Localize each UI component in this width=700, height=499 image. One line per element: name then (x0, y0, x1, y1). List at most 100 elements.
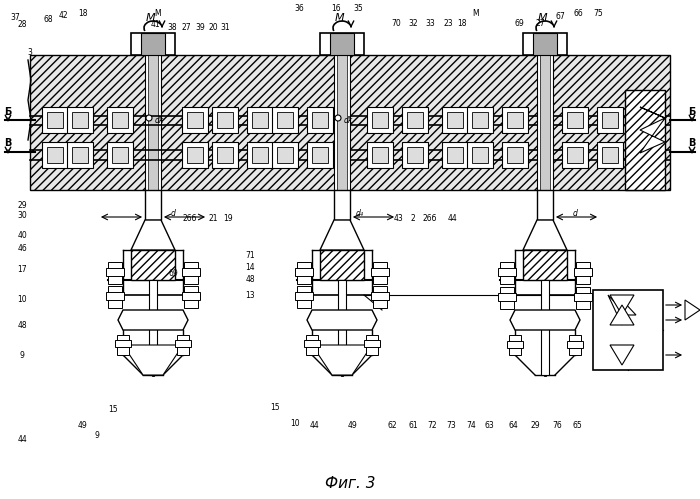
Polygon shape (510, 310, 580, 330)
Polygon shape (610, 295, 634, 315)
Bar (297, 274, 311, 284)
Bar (307, 107, 333, 133)
Bar (177, 335, 189, 344)
Text: Б: Б (4, 107, 12, 117)
Bar (297, 286, 311, 296)
Text: 30: 30 (17, 211, 27, 220)
Bar (217, 112, 233, 128)
Text: 71: 71 (245, 250, 255, 259)
Text: 43: 43 (393, 214, 403, 223)
Bar (184, 262, 198, 272)
Bar (402, 107, 428, 133)
Bar (507, 341, 523, 348)
Bar (507, 112, 523, 128)
Bar (272, 107, 298, 133)
Bar (295, 268, 313, 276)
Bar (320, 33, 364, 55)
Polygon shape (685, 300, 700, 320)
Bar (523, 33, 567, 55)
Text: 27: 27 (181, 22, 191, 31)
Bar (295, 292, 313, 300)
Polygon shape (131, 220, 175, 250)
Text: 65: 65 (572, 421, 582, 430)
Text: 72: 72 (427, 421, 437, 430)
Bar (304, 340, 320, 347)
Bar (337, 55, 347, 190)
Bar (217, 147, 233, 163)
Text: 48: 48 (18, 320, 27, 329)
Text: 28: 28 (18, 19, 27, 28)
Text: 67: 67 (555, 11, 565, 20)
Bar (252, 112, 268, 128)
Text: 32: 32 (408, 18, 418, 27)
Bar (467, 142, 493, 168)
Bar (402, 142, 428, 168)
Bar (182, 292, 200, 300)
Polygon shape (608, 295, 636, 325)
Text: M: M (146, 13, 156, 23)
Bar (187, 147, 203, 163)
Text: Б: Б (688, 107, 696, 117)
Text: 19: 19 (223, 214, 233, 223)
Bar (112, 112, 128, 128)
Text: 17: 17 (18, 265, 27, 274)
Text: d: d (171, 209, 176, 218)
Bar (247, 107, 273, 133)
Text: 70: 70 (391, 18, 401, 27)
Bar (502, 107, 528, 133)
Bar (366, 346, 378, 355)
Bar (182, 142, 208, 168)
Bar (145, 190, 161, 220)
Text: 74: 74 (466, 421, 476, 430)
Bar (212, 107, 238, 133)
Text: 18: 18 (457, 18, 467, 27)
Text: 40: 40 (17, 231, 27, 240)
Text: 18: 18 (78, 8, 88, 17)
Bar (407, 112, 423, 128)
Bar (602, 112, 618, 128)
Text: 41: 41 (150, 19, 160, 28)
Bar (562, 142, 588, 168)
Text: 14: 14 (245, 263, 255, 272)
Bar (108, 262, 122, 272)
Text: 10: 10 (18, 295, 27, 304)
Bar (576, 299, 590, 309)
Text: 20: 20 (208, 22, 218, 31)
Bar (597, 107, 623, 133)
Bar (467, 107, 493, 133)
Bar (509, 346, 521, 355)
Text: 3: 3 (27, 47, 32, 56)
Text: d₄: d₄ (356, 209, 364, 218)
Text: 26б: 26б (423, 214, 438, 223)
Bar (47, 147, 63, 163)
Bar (184, 298, 198, 308)
Text: В: В (4, 138, 12, 148)
Bar (371, 292, 389, 300)
Bar (107, 107, 133, 133)
Bar (373, 298, 387, 308)
Bar (67, 142, 93, 168)
Text: 69: 69 (514, 18, 524, 27)
Text: 38: 38 (167, 22, 177, 31)
Polygon shape (610, 305, 634, 325)
Bar (177, 346, 189, 355)
Text: 26б: 26б (183, 214, 197, 223)
Bar (182, 268, 200, 276)
Bar (312, 112, 328, 128)
Text: 63: 63 (484, 421, 494, 430)
Bar (567, 112, 583, 128)
Text: 15: 15 (270, 404, 280, 413)
Bar (334, 190, 350, 220)
Bar (567, 341, 583, 348)
Text: 13: 13 (245, 290, 255, 299)
Bar (297, 262, 311, 272)
Text: 39: 39 (195, 22, 205, 31)
Bar (373, 274, 387, 284)
Bar (569, 346, 581, 355)
Polygon shape (610, 345, 634, 365)
Bar (312, 147, 328, 163)
Bar (574, 293, 592, 301)
Text: 31: 31 (220, 22, 230, 31)
Bar (117, 346, 129, 355)
Bar (502, 142, 528, 168)
